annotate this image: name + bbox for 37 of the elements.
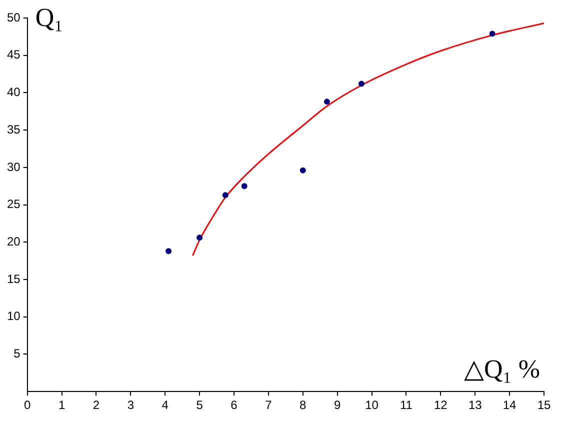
- x-tick-label: 2: [92, 398, 100, 412]
- y-tick-label: 20: [6, 234, 21, 248]
- x-tick-label: 11: [400, 398, 413, 412]
- x-tick-label: 12: [434, 398, 448, 412]
- x-tick-label: 10: [365, 398, 379, 412]
- x-tick-label: 3: [127, 398, 134, 412]
- point: [489, 30, 496, 37]
- y-tick-label: 50: [6, 10, 21, 24]
- x-tick-label: 7: [265, 398, 272, 412]
- x-tick-label: 8: [300, 398, 307, 412]
- y-axis-title: Q₁: [35, 2, 64, 32]
- x-tick-label: 0: [24, 398, 32, 412]
- y-tick-label: 5: [14, 346, 21, 361]
- point: [300, 167, 306, 174]
- point: [196, 234, 203, 241]
- point: [166, 248, 172, 254]
- x-axis-title: △Q₁ %: [464, 354, 540, 384]
- x-tick-label: 9: [334, 398, 341, 412]
- point: [222, 192, 228, 198]
- y-tick-label: 45: [6, 48, 21, 62]
- y-tick-label: 35: [6, 122, 21, 136]
- x-tick-label: 4: [162, 398, 169, 412]
- point: [324, 98, 330, 105]
- point: [358, 80, 364, 87]
- x-tick-label: 14: [502, 398, 517, 412]
- point: [241, 183, 248, 190]
- x-tick-label: 1: [58, 398, 66, 412]
- y-tick-label: 30: [6, 160, 21, 174]
- y-tick-label: 25: [6, 197, 21, 212]
- line-series: [192, 22, 544, 256]
- x-tick-label: 13: [468, 398, 482, 412]
- x-tick-label: 15: [537, 398, 551, 412]
- y-tick-label: 15: [6, 272, 21, 286]
- x-tick-label: 6: [230, 398, 238, 412]
- y-tick-label: 40: [6, 85, 21, 100]
- x-tick-label: 5: [196, 398, 204, 412]
- y-tick-label: 10: [6, 309, 21, 324]
